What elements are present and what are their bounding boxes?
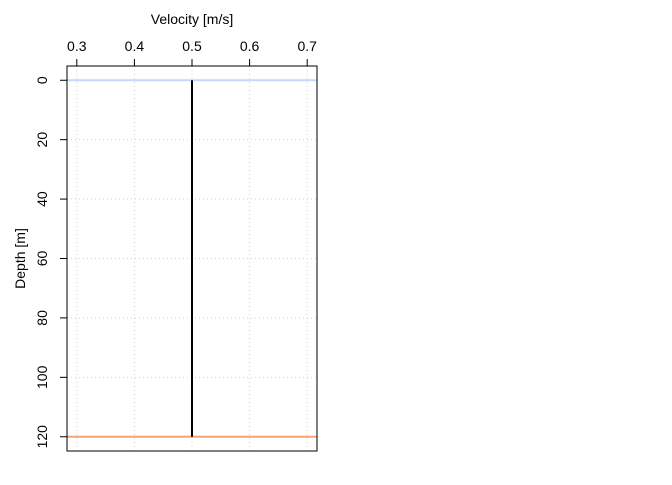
x-axis: 0.3 0.4 0.5 0.6 0.7: [67, 38, 317, 67]
x-tick-label-1: 0.4: [125, 38, 145, 54]
x-tick-label-3: 0.6: [240, 38, 260, 54]
y-tick-label-2: 40: [34, 191, 50, 207]
x-axis-label: Velocity [m/s]: [151, 11, 233, 27]
y-tick-label-0: 0: [34, 76, 50, 84]
y-tick-label-1: 20: [34, 132, 50, 148]
y-tick-label-5: 100: [34, 365, 50, 389]
y-tick-label-6: 120: [34, 425, 50, 449]
x-tick-label-0: 0.3: [67, 38, 87, 54]
y-tick-label-4: 80: [34, 310, 50, 326]
x-tick-label-4: 0.7: [297, 38, 317, 54]
y-tick-label-3: 60: [34, 251, 50, 267]
y-axis-label: Depth [m]: [12, 228, 28, 289]
y-axis: 0 20 40 60 80 100 120: [34, 76, 68, 449]
x-tick-label-2: 0.5: [182, 38, 202, 54]
